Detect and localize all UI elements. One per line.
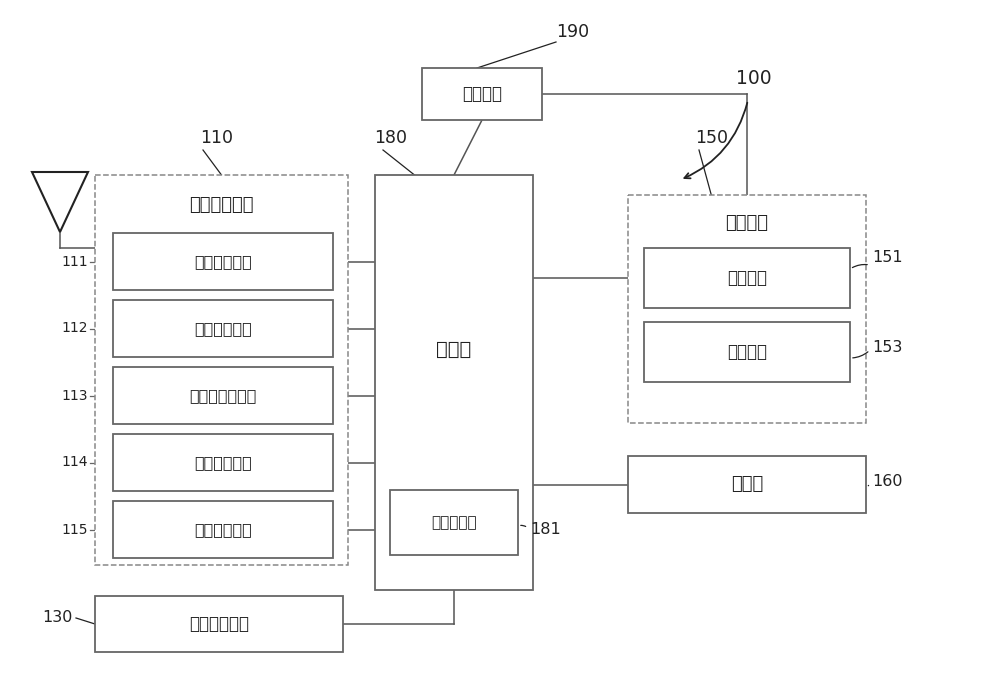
Text: 显示单元: 显示单元: [727, 269, 767, 287]
Text: 无线通信单元: 无线通信单元: [189, 196, 254, 214]
Bar: [375, 175, 533, 590]
Text: 电源单元: 电源单元: [462, 85, 502, 103]
Text: 控制器: 控制器: [436, 340, 472, 359]
Bar: [113, 434, 333, 491]
Text: 130: 130: [42, 610, 72, 626]
Text: 位置信息模块: 位置信息模块: [194, 522, 252, 537]
Bar: [644, 322, 850, 382]
Text: 153: 153: [872, 341, 902, 356]
Bar: [390, 490, 518, 555]
Text: 181: 181: [530, 523, 561, 537]
Text: 190: 190: [556, 23, 589, 41]
Bar: [113, 501, 333, 558]
Bar: [644, 248, 850, 308]
Text: 115: 115: [62, 523, 88, 537]
Text: 160: 160: [872, 473, 902, 489]
Text: 多媒体模块: 多媒体模块: [431, 515, 477, 530]
Text: 180: 180: [374, 129, 407, 147]
Bar: [113, 233, 333, 290]
Text: 无线互联网模块: 无线互联网模块: [189, 388, 257, 403]
Text: 150: 150: [695, 129, 728, 147]
Text: 100: 100: [736, 69, 772, 88]
Bar: [628, 195, 866, 423]
Text: 114: 114: [62, 455, 88, 470]
Text: 广播接收模块: 广播接收模块: [194, 254, 252, 269]
Bar: [422, 68, 542, 120]
Text: 110: 110: [200, 129, 233, 147]
Text: 151: 151: [872, 250, 903, 265]
Text: 111: 111: [61, 254, 88, 268]
Bar: [113, 367, 333, 424]
Bar: [95, 175, 348, 565]
Text: 112: 112: [62, 322, 88, 336]
Bar: [113, 300, 333, 357]
Text: 输出单元: 输出单元: [726, 214, 768, 232]
Text: 存储器: 存储器: [731, 475, 763, 493]
Bar: [95, 596, 343, 652]
Text: 移动通信模块: 移动通信模块: [194, 321, 252, 336]
Text: 短程通信模块: 短程通信模块: [194, 455, 252, 470]
Bar: [628, 456, 866, 513]
Text: 用户输入单元: 用户输入单元: [189, 615, 249, 633]
Text: 警报单元: 警报单元: [727, 343, 767, 361]
Text: 113: 113: [62, 389, 88, 402]
